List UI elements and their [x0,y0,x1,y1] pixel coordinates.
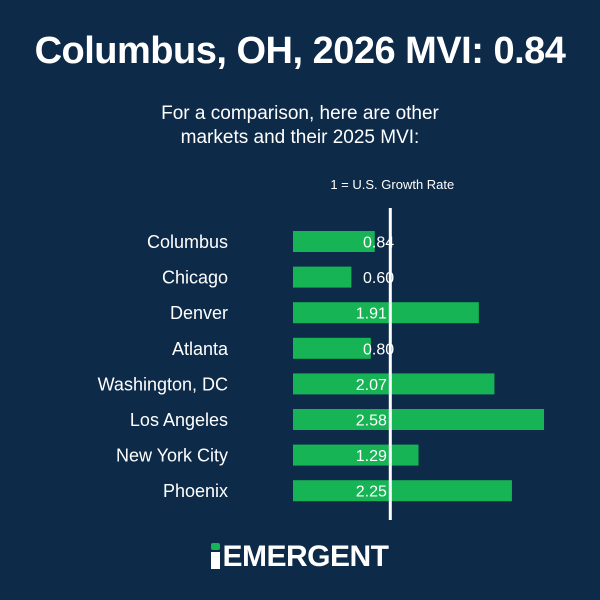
value-label: 2.07 [356,377,387,394]
category-label: Chicago [162,268,228,288]
bar-new-york-city [293,444,419,466]
emergent-logo: EMERGENT [0,540,600,574]
category-label: Denver [170,303,228,323]
subtitle-line-1: For a comparison, here are other [161,103,439,124]
bar-phoenix [293,480,512,502]
category-label: Columbus [147,232,228,252]
value-label: 2.58 [356,413,387,430]
value-label: 1.91 [356,306,387,323]
logo-i-icon [211,543,221,569]
page-title: Columbus, OH, 2026 MVI: 0.84 [34,30,566,72]
bar-denver [293,302,479,324]
subtitle: For a comparison, here are other markets… [0,102,600,150]
bar-chicago [293,266,352,288]
bar-washington-dc [293,373,495,395]
category-label: Washington, DC [98,374,228,394]
bar-atlanta [293,337,371,359]
category-label: New York City [116,446,228,466]
bar-columbus [293,231,375,252]
value-label: 0.84 [363,235,394,252]
value-label: 2.25 [356,484,387,501]
logo-text: EMERGENT [222,540,389,573]
value-label: 1.29 [356,448,387,465]
value-label: 0.80 [363,341,394,358]
category-label: Atlanta [172,339,229,359]
bar-los-angeles [293,409,545,430]
value-label: 0.60 [363,270,394,287]
subtitle-line-2: markets and their 2025 MVI: [180,127,420,148]
category-label: Los Angeles [130,410,228,430]
category-label: Phoenix [163,481,228,501]
reference-line-label: 1 = U.S. Growth Rate [330,177,454,192]
